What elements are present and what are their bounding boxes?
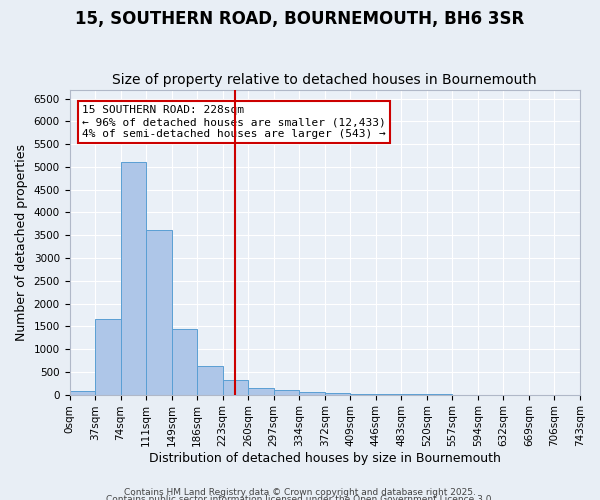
Bar [172,330,197,394]
Bar [248,388,274,394]
Bar [223,380,248,394]
Bar [95,320,121,394]
Title: Size of property relative to detached houses in Bournemouth: Size of property relative to detached ho… [112,73,537,87]
Y-axis label: Number of detached properties: Number of detached properties [15,144,28,340]
Text: Contains public sector information licensed under the Open Government Licence 3.: Contains public sector information licen… [106,496,494,500]
Bar [146,230,172,394]
Bar [299,392,325,394]
X-axis label: Distribution of detached houses by size in Bournemouth: Distribution of detached houses by size … [149,452,501,465]
Text: 15 SOUTHERN ROAD: 228sqm
← 96% of detached houses are smaller (12,433)
4% of sem: 15 SOUTHERN ROAD: 228sqm ← 96% of detach… [82,106,386,138]
Bar [121,162,146,394]
Text: Contains HM Land Registry data © Crown copyright and database right 2025.: Contains HM Land Registry data © Crown c… [124,488,476,497]
Bar [274,390,299,394]
Bar [70,391,95,394]
Bar [197,366,223,394]
Text: 15, SOUTHERN ROAD, BOURNEMOUTH, BH6 3SR: 15, SOUTHERN ROAD, BOURNEMOUTH, BH6 3SR [76,10,524,28]
Bar [325,393,350,394]
